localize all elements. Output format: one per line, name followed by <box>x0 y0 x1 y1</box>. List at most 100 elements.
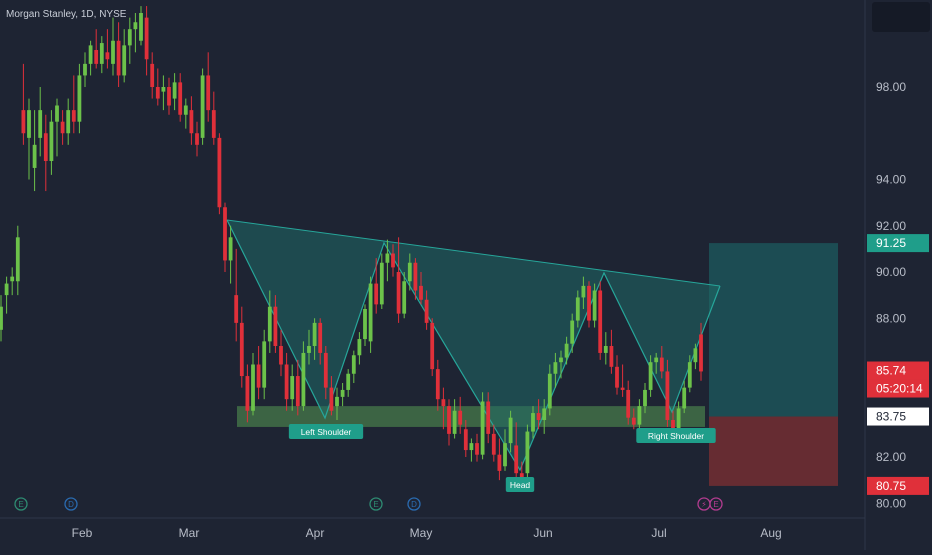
candle <box>559 350 563 379</box>
candle <box>116 22 121 87</box>
candle-body <box>542 408 547 420</box>
candle <box>211 91 216 145</box>
candle <box>654 352 659 374</box>
price-tick-label: 98.00 <box>876 80 906 94</box>
candle <box>43 114 48 192</box>
candle-body <box>99 43 104 64</box>
candle <box>463 420 468 457</box>
candle <box>469 438 474 462</box>
neckline-band[interactable] <box>237 406 705 427</box>
candle <box>127 17 132 64</box>
candle <box>497 438 502 481</box>
dividend-marker[interactable] <box>407 497 421 511</box>
candle <box>55 98 59 157</box>
candle-body <box>687 362 692 388</box>
candle-body <box>155 87 160 99</box>
candle <box>49 110 54 175</box>
candle-body <box>575 297 580 321</box>
candle-body <box>486 401 491 434</box>
candle <box>273 295 278 353</box>
candle <box>553 352 558 388</box>
candle <box>368 276 373 353</box>
earnings-marker-text: E <box>713 500 718 509</box>
candle-body <box>587 285 591 321</box>
candle-body <box>256 364 261 388</box>
candle <box>547 364 552 416</box>
candle-body <box>553 362 558 374</box>
candle <box>531 406 535 439</box>
candle <box>643 383 647 414</box>
pattern-fill[interactable] <box>227 220 720 470</box>
candle <box>570 313 575 353</box>
pattern-zigzag[interactable] <box>226 219 721 472</box>
candle-body <box>368 283 373 342</box>
dividend-marker[interactable] <box>64 497 78 511</box>
candle-body <box>111 40 115 64</box>
top-right-panel[interactable] <box>872 2 930 32</box>
price-tick-label: 82.00 <box>876 450 906 464</box>
earnings-marker[interactable] <box>369 497 383 511</box>
candle-body <box>693 348 698 363</box>
candle <box>195 121 199 157</box>
candle <box>0 295 3 342</box>
candle <box>217 133 222 215</box>
candle-body <box>430 322 435 370</box>
candle-body <box>514 445 519 474</box>
candle <box>682 380 687 414</box>
candle-body <box>631 417 636 425</box>
candle-body <box>273 306 278 346</box>
candle-body <box>301 352 306 407</box>
candle-body <box>279 346 283 365</box>
candle <box>323 346 328 400</box>
candle <box>94 29 99 69</box>
stop-zone[interactable] <box>709 416 838 486</box>
candle-body <box>189 110 194 134</box>
candle <box>447 399 451 446</box>
candle-body <box>217 137 222 208</box>
candle <box>357 332 362 365</box>
candle <box>155 68 160 106</box>
candle-body <box>620 387 625 390</box>
candle-body <box>413 262 418 291</box>
candle <box>66 98 71 145</box>
candle <box>603 332 608 365</box>
price-tick-label: 92.00 <box>876 219 906 233</box>
candle <box>4 276 9 314</box>
candle-body <box>598 290 603 353</box>
earnings-marker[interactable] <box>14 497 28 511</box>
candle <box>648 355 653 397</box>
time-tick-label: Jul <box>651 526 666 540</box>
price-tick-label: 102.00 <box>876 0 913 2</box>
target-price-tag-bg <box>867 234 929 253</box>
time-tick-label: Aug <box>760 526 781 540</box>
target-zone[interactable] <box>709 243 838 417</box>
candle-body <box>295 376 300 407</box>
candle <box>32 110 37 192</box>
candle-body <box>38 110 43 138</box>
candle-body <box>77 75 82 122</box>
candle-body <box>374 283 379 305</box>
candle-body <box>116 40 121 76</box>
candle <box>335 387 339 420</box>
candle <box>620 364 625 397</box>
target-price-tag: 91.25 <box>876 236 906 250</box>
left-shoulder-label: Left Shoulder <box>301 427 352 437</box>
pattern-top-line[interactable] <box>226 219 721 287</box>
candle <box>452 399 457 439</box>
candle <box>295 359 300 416</box>
candle <box>458 396 463 434</box>
candle <box>581 276 586 309</box>
candle-body <box>43 133 48 161</box>
candle <box>172 73 177 111</box>
candle <box>609 329 614 374</box>
candle-body <box>183 105 188 115</box>
candle <box>189 96 194 145</box>
candle-body <box>94 50 99 64</box>
candle-body <box>27 110 31 138</box>
candle <box>486 392 491 444</box>
earnings-marker[interactable] <box>709 497 723 511</box>
candle <box>351 350 356 383</box>
time-tick-label: May <box>410 526 433 540</box>
